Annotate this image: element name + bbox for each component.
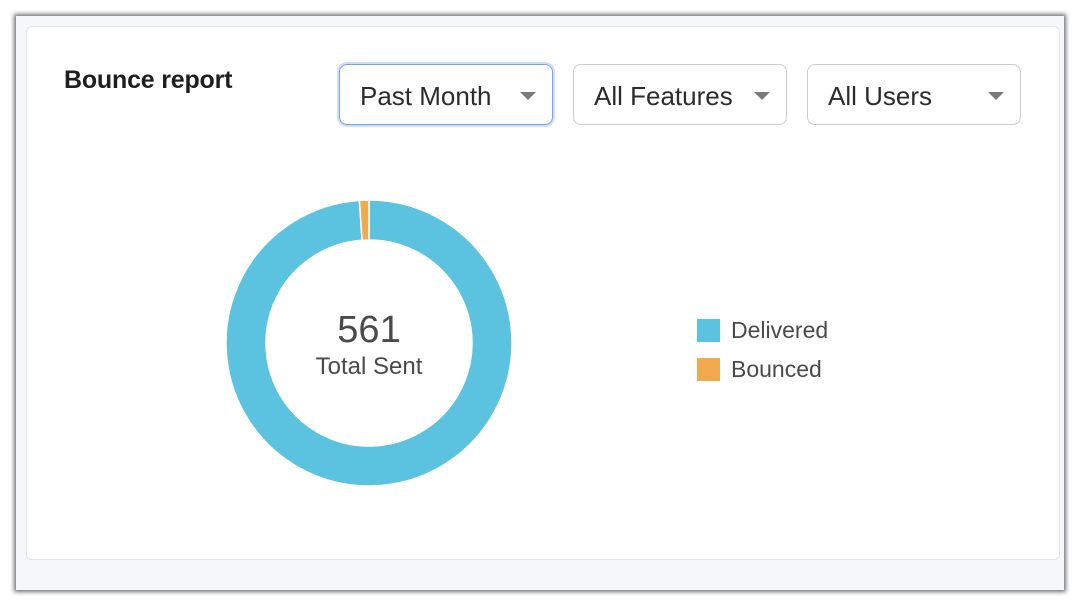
caret-down-icon	[754, 92, 770, 100]
legend-label-delivered: Delivered	[731, 317, 829, 343]
period-dropdown-value: Past Month	[360, 81, 492, 111]
card-title: Bounce report	[64, 66, 233, 94]
users-dropdown[interactable]: All Users	[807, 64, 1021, 125]
window-frame: Bounce report Past Month All Features Al…	[16, 16, 1064, 590]
chart-legend: Delivered Bounced	[697, 311, 828, 389]
donut-slice-bounced[interactable]	[358, 199, 370, 242]
bounce-report-card: Bounce report Past Month All Features Al…	[26, 26, 1060, 560]
caret-down-icon	[988, 92, 1004, 100]
donut-chart	[225, 199, 513, 487]
total-sent-value: 561	[337, 309, 401, 351]
legend-swatch-delivered	[697, 319, 720, 342]
feature-dropdown[interactable]: All Features	[573, 64, 787, 125]
total-sent-label: Total Sent	[315, 353, 423, 380]
legend-item-bounced[interactable]: Bounced	[697, 350, 828, 389]
period-dropdown[interactable]: Past Month	[339, 64, 553, 125]
legend-item-delivered[interactable]: Delivered	[697, 311, 828, 350]
legend-swatch-bounced	[697, 358, 720, 381]
caret-down-icon	[520, 92, 536, 100]
legend-label-bounced: Bounced	[731, 356, 822, 382]
donut-slice-delivered[interactable]	[225, 199, 513, 487]
feature-dropdown-value: All Features	[594, 81, 733, 111]
users-dropdown-value: All Users	[828, 81, 933, 111]
